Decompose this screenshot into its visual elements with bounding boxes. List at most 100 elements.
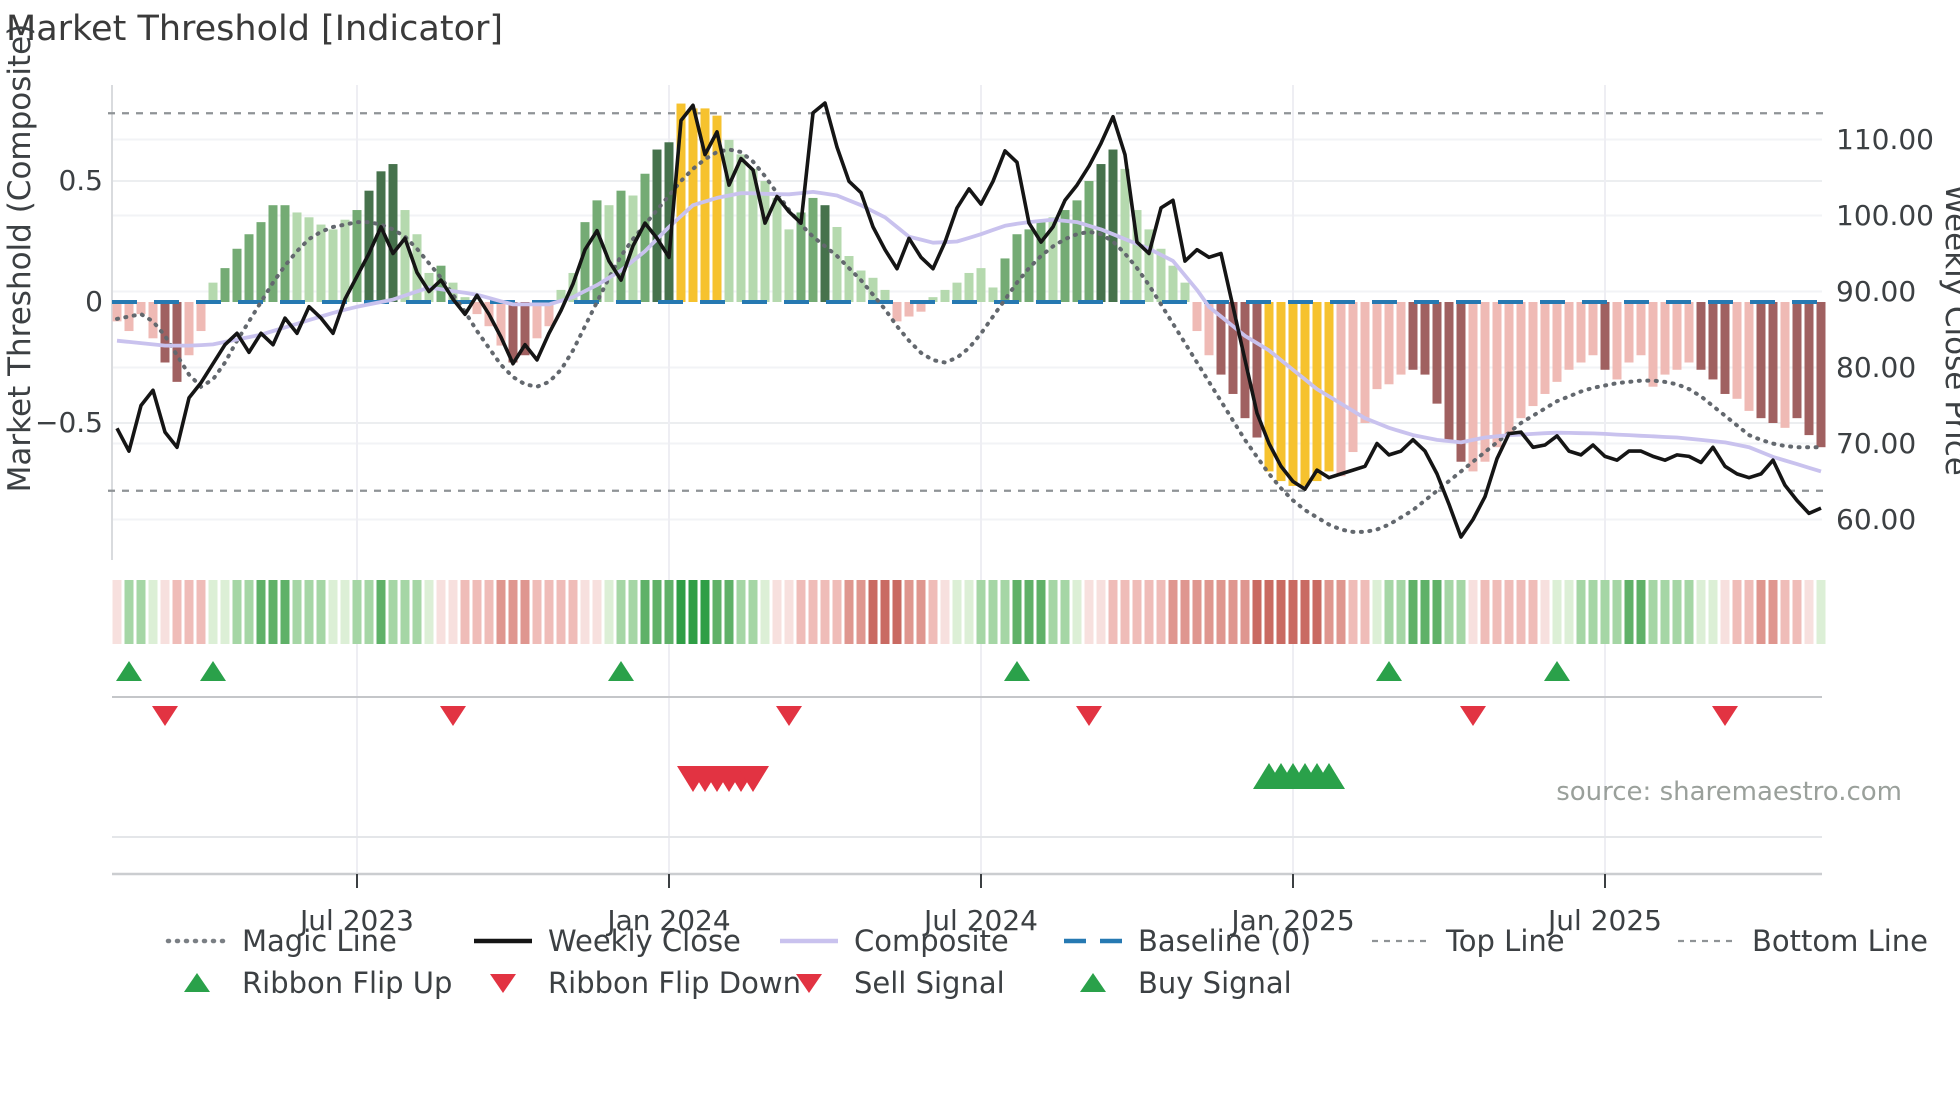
legend-item: Weekly Close — [474, 924, 741, 958]
triangle-down-icon — [490, 974, 516, 993]
composite-bar — [1756, 302, 1766, 419]
composite-bar — [1000, 258, 1010, 302]
composite-bar — [472, 302, 482, 315]
triangle-down-icon — [796, 974, 822, 993]
composite-bar — [904, 302, 914, 317]
ribbon-flip-up-marker — [1376, 661, 1402, 681]
composite-bar — [184, 302, 194, 356]
ribbon-cell — [844, 580, 854, 644]
ribbon-cell — [1252, 580, 1262, 644]
weekly-close-line — [115, 101, 1822, 539]
composite-bar — [1168, 265, 1178, 302]
x-axis-tick: Jul 2023 — [298, 904, 414, 937]
ribbon-cell — [1552, 580, 1562, 644]
composite-bar — [1564, 302, 1574, 370]
ribbon-cell — [628, 580, 638, 644]
legend-item: Ribbon Flip Up — [184, 966, 452, 1000]
ribbon-cell — [1612, 580, 1622, 644]
ribbon-cell — [904, 580, 914, 644]
ribbon-cell — [1768, 580, 1778, 644]
ribbon-cell — [772, 580, 782, 644]
ribbon-flip-up-marker — [1544, 661, 1570, 681]
composite-bar — [352, 210, 362, 302]
composite-bar — [1708, 302, 1718, 380]
composite-bar — [1468, 302, 1478, 472]
ribbon-cell — [1540, 580, 1550, 644]
signal-markers — [112, 661, 1822, 792]
composite-bar — [592, 200, 602, 302]
ribbon-cell — [964, 580, 974, 644]
composite-bar — [1132, 210, 1142, 302]
composite-line — [116, 189, 1822, 474]
ribbon-cell — [1144, 580, 1154, 644]
ribbon-cell — [1336, 580, 1346, 644]
composite-bar — [856, 270, 866, 302]
composite-bar — [1780, 302, 1790, 428]
ribbon-cell — [1120, 580, 1130, 644]
legend-item: Baseline (0) — [1064, 924, 1311, 958]
composite-bar — [1636, 302, 1646, 356]
ribbon-cell — [1492, 580, 1502, 644]
composite-bar — [928, 297, 938, 302]
composite-bar — [1120, 168, 1130, 302]
ribbon-cell — [556, 580, 566, 644]
ribbon-cell — [916, 580, 926, 644]
ribbon-cell — [1216, 580, 1226, 644]
composite-bar — [1504, 302, 1514, 436]
ribbon-cell — [1804, 580, 1814, 644]
ribbon-cell — [256, 580, 266, 644]
ribbon-cell — [1384, 580, 1394, 644]
composite-bar — [1612, 302, 1622, 380]
ribbon-cell — [988, 580, 998, 644]
ribbon-cell — [544, 580, 554, 644]
composite-bar — [1432, 302, 1442, 404]
composite-bar — [1492, 302, 1502, 448]
composite-bar — [1528, 302, 1538, 407]
ribbon-flip-up-marker — [608, 661, 634, 681]
legend-item-label: Buy Signal — [1138, 966, 1292, 1000]
composite-bar — [964, 272, 974, 302]
ribbon-cell — [1588, 580, 1598, 644]
composite-bar — [808, 197, 818, 302]
ribbon-cell — [1372, 580, 1382, 644]
composite-bar — [256, 222, 266, 302]
ribbon-cell — [364, 580, 374, 644]
composite-bar — [712, 115, 722, 302]
ribbon-cell — [532, 580, 542, 644]
composite-bar — [136, 302, 146, 315]
composite-bar — [1108, 149, 1118, 302]
composite-bar — [112, 302, 122, 322]
composite-bar — [820, 205, 830, 302]
ribbon-cell — [244, 580, 254, 644]
left-axis-tick: 0 — [85, 285, 103, 318]
ribbon-cell — [1324, 580, 1334, 644]
legend-item: Buy Signal — [1080, 966, 1292, 1000]
x-axis-tick: Jan 2025 — [1229, 904, 1354, 937]
ribbon-cell — [1204, 580, 1214, 644]
ribbon-cell — [616, 580, 626, 644]
ribbon-cell — [508, 580, 518, 644]
ribbon-cell — [952, 580, 962, 644]
ribbon-cell — [1420, 580, 1430, 644]
composite-bar — [328, 229, 338, 302]
composite-bar — [1276, 302, 1286, 482]
ribbon-cell — [1468, 580, 1478, 644]
ribbon-cell — [1396, 580, 1406, 644]
composite-bar — [196, 302, 206, 332]
ribbon-cell — [1228, 580, 1238, 644]
composite-bar — [604, 205, 614, 302]
composite-bar — [460, 297, 470, 302]
ribbon-cell — [184, 580, 194, 644]
composite-bar — [892, 302, 902, 322]
legend-item-label: Ribbon Flip Down — [548, 966, 801, 1000]
ribbon-cell — [436, 580, 446, 644]
ribbon-cell — [1636, 580, 1646, 644]
composite-bar — [1024, 229, 1034, 302]
ribbon-cell — [472, 580, 482, 644]
ribbon-cell — [748, 580, 758, 644]
ribbon-cell — [1648, 580, 1658, 644]
ribbon-cell — [1780, 580, 1790, 644]
ribbon-flip-down-marker — [152, 706, 178, 726]
